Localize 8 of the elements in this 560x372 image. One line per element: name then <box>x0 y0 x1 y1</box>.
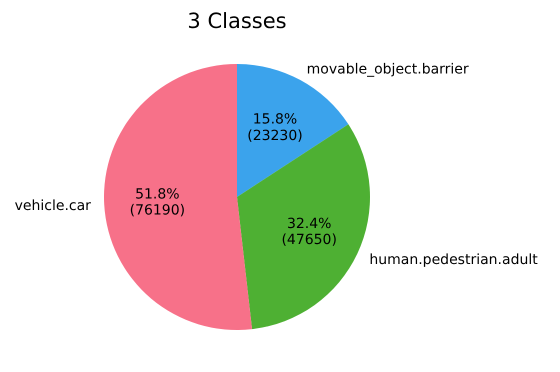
data-label: 15.8% (23230) <box>247 112 303 144</box>
pie-slice <box>237 124 370 330</box>
slice-label: human.pedestrian.adult <box>369 252 538 268</box>
slice-label: movable_object.barrier <box>306 61 469 78</box>
data-label: 51.8% (76190) <box>130 186 186 219</box>
slice-label: vehicle.car <box>14 198 92 214</box>
chart-title: 3 Classes <box>187 9 287 33</box>
data-label: 32.4% (47650) <box>281 216 337 248</box>
